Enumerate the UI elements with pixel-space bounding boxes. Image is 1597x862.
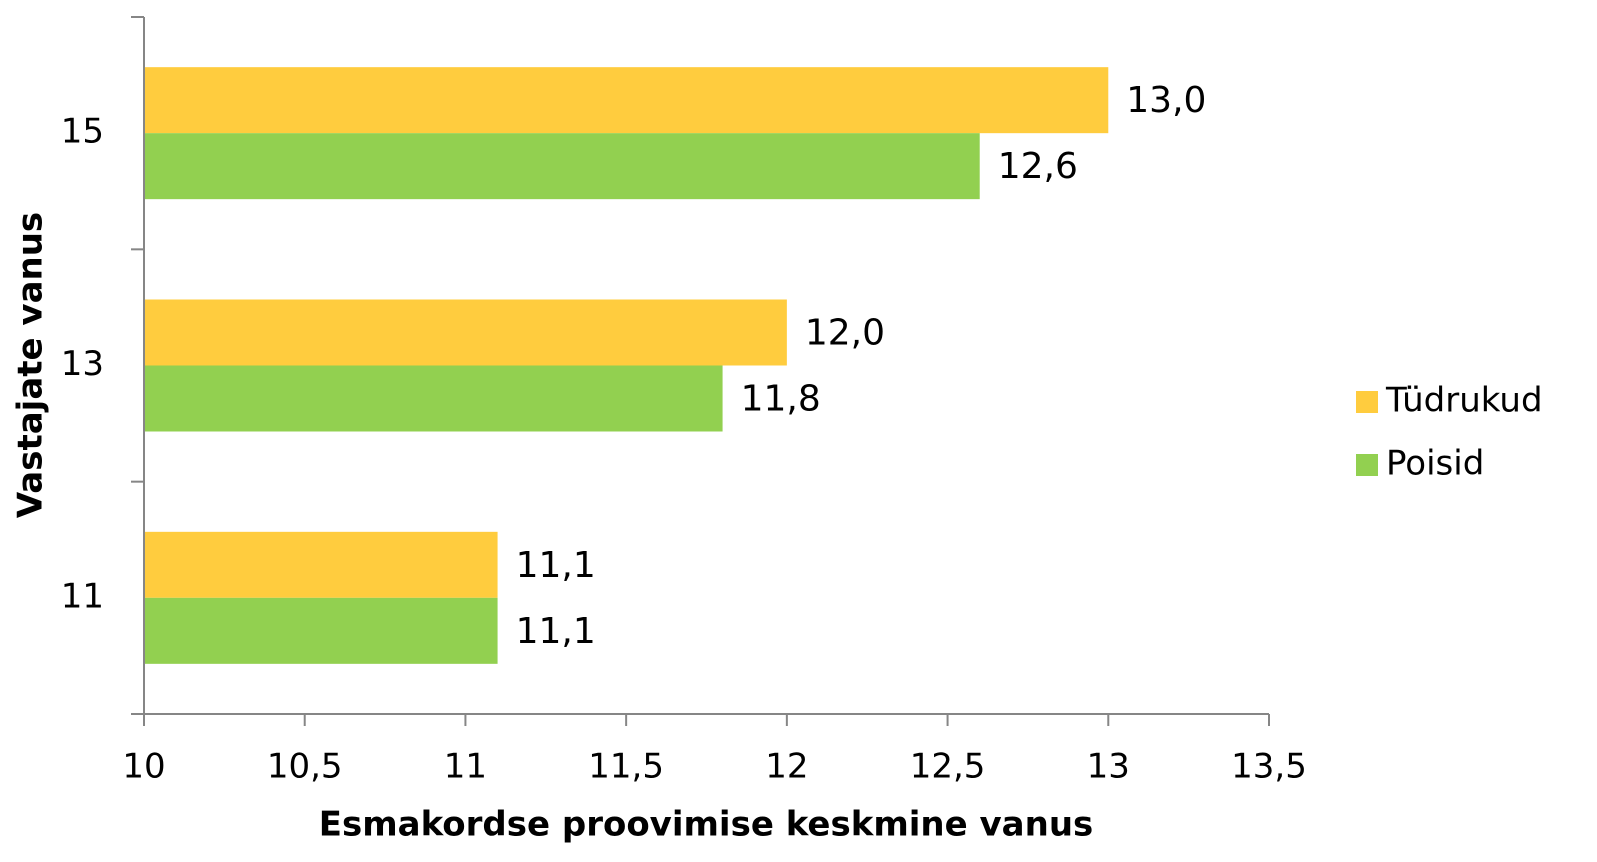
legend-swatch	[1356, 391, 1378, 413]
bar	[144, 365, 723, 432]
legend-swatch	[1356, 454, 1378, 476]
x-tick-label: 13,5	[1231, 747, 1307, 787]
value-label: 13,0	[1126, 80, 1206, 121]
y-tick-label: 11	[61, 576, 104, 616]
x-tick-label: 10	[122, 747, 165, 787]
value-label: 11,1	[516, 611, 596, 652]
legend-label: Tüdrukud	[1385, 381, 1543, 421]
y-axis-title: Vastajate vanus	[11, 212, 51, 518]
x-tick-label: 11,5	[588, 747, 664, 787]
value-label: 11,8	[741, 379, 821, 420]
bar	[144, 531, 498, 598]
x-tick-label: 11	[444, 747, 487, 787]
bar	[144, 67, 1109, 134]
x-axis-title: Esmakordse proovimise keskmine vanus	[319, 805, 1094, 845]
bar	[144, 299, 787, 366]
bar	[144, 133, 980, 200]
x-tick-label: 10,5	[267, 747, 343, 787]
y-tick-label: 15	[61, 112, 104, 152]
x-tick-label: 12,5	[910, 747, 986, 787]
y-tick-label: 13	[61, 344, 104, 384]
value-label: 12,0	[805, 313, 885, 354]
bar	[144, 597, 498, 664]
legend-label: Poisid	[1386, 444, 1484, 484]
x-tick-label: 12	[765, 747, 808, 787]
x-tick-label: 13	[1087, 747, 1130, 787]
value-label: 12,6	[998, 146, 1078, 187]
value-label: 11,1	[516, 545, 596, 586]
